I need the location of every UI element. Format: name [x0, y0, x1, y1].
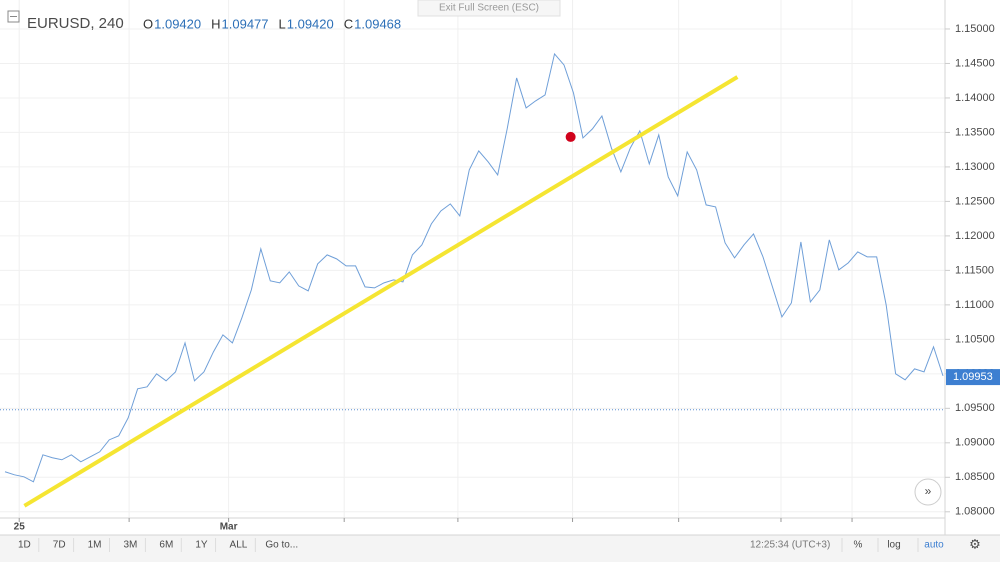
collapse-button[interactable]	[7, 10, 20, 23]
y-tick-label: 1.15000	[955, 23, 995, 35]
y-tick-label: 1.09000	[955, 437, 995, 449]
ohlc-value: 1.09420	[154, 16, 201, 31]
scale-button[interactable]: log	[887, 540, 900, 551]
ohlc-value: 1.09468	[354, 16, 401, 31]
trend-line	[23, 75, 739, 508]
ohlc-key: H	[211, 16, 220, 31]
y-tick-label: 1.12000	[955, 230, 995, 242]
ohlc-key: C	[344, 16, 353, 31]
scroll-button[interactable]	[914, 478, 942, 506]
y-tick-label: 1.08000	[955, 506, 995, 518]
y-tick-label: 1.12500	[955, 195, 995, 207]
last-price-label: 1.09953	[953, 371, 993, 383]
bottom-toolbar	[0, 535, 1000, 562]
range-button[interactable]: 1D	[18, 540, 31, 551]
scale-button[interactable]: auto	[924, 540, 944, 551]
y-tick-label: 1.14000	[955, 92, 995, 104]
ohlc-key: L	[279, 16, 286, 31]
ohlc-value: 1.09420	[287, 16, 334, 31]
fullscreen-hint-box[interactable]	[417, 0, 561, 17]
y-tick-label: 1.08500	[955, 471, 995, 483]
x-tick-label: 25	[14, 522, 26, 533]
y-tick-label: 1.13000	[955, 161, 995, 173]
range-button[interactable]: 7D	[53, 540, 66, 551]
settings-button[interactable]: ⚙	[969, 536, 981, 551]
y-tick-label: 1.13500	[955, 126, 995, 138]
y-tick-label: 1.11500	[955, 264, 994, 276]
goto-button[interactable]: Go to...	[265, 540, 298, 551]
clock: 12:25:34 (UTC+3)	[750, 540, 830, 551]
fullscreen-hint[interactable]: Exit Full Screen (ESC)	[439, 3, 539, 14]
y-tick-label: 1.14500	[955, 57, 995, 69]
range-button[interactable]: 6M	[159, 540, 173, 551]
ohlc-value: 1.09477	[222, 16, 269, 31]
price-line-series	[4, 52, 944, 483]
y-tick-label: 1.10500	[955, 333, 995, 345]
last-price-tag	[946, 369, 1000, 386]
range-button[interactable]: ALL	[230, 540, 248, 551]
marker-point	[565, 131, 576, 142]
y-tick-label: 1.11000	[955, 299, 994, 311]
y-tick-label: 1.09500	[955, 402, 995, 414]
range-button[interactable]: 1M	[88, 540, 102, 551]
x-tick-label: Mar	[220, 522, 238, 533]
scroll-icon[interactable]: »	[925, 484, 932, 498]
range-button[interactable]: 3M	[124, 540, 138, 551]
ohlc-key: O	[143, 16, 153, 31]
range-button[interactable]: 1Y	[195, 540, 208, 551]
symbol: EURUSD, 240	[27, 15, 124, 32]
scale-button[interactable]: %	[854, 540, 863, 551]
